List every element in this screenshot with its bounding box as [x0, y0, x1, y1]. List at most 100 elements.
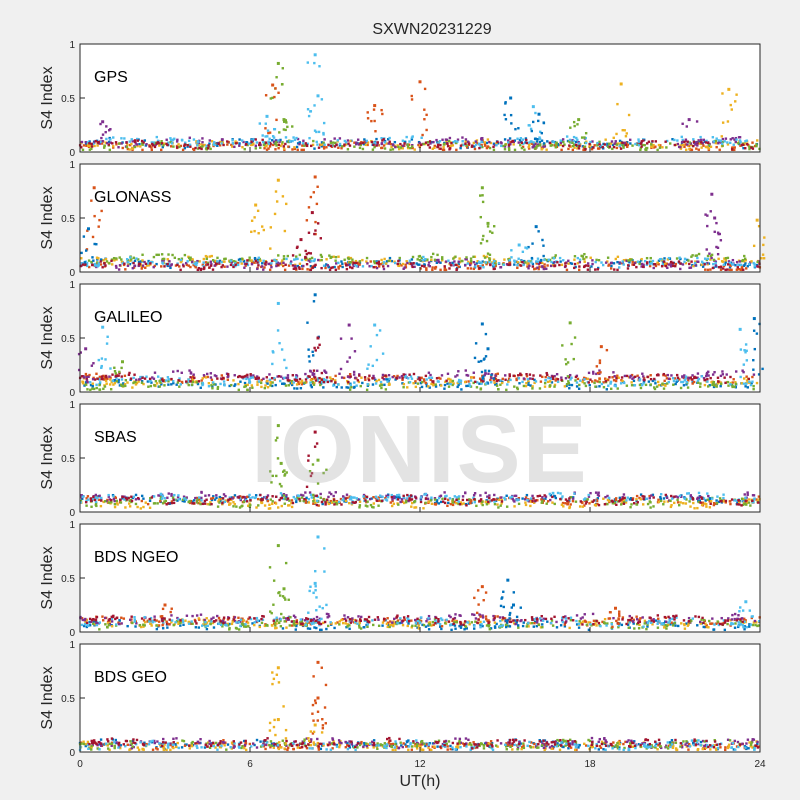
data-points [77, 293, 764, 392]
data-point [485, 503, 489, 506]
data-point [623, 141, 626, 145]
data-point [650, 494, 653, 497]
data-point [437, 142, 440, 145]
data-point [100, 499, 103, 502]
data-point [571, 499, 575, 503]
data-point [555, 377, 558, 381]
data-point [503, 617, 507, 620]
data-point [362, 143, 366, 146]
data-point [411, 143, 414, 147]
data-point [595, 365, 599, 368]
data-point [237, 375, 240, 379]
data-point [212, 495, 215, 498]
data-point [487, 145, 490, 149]
data-point [195, 142, 199, 146]
data-point [160, 148, 163, 152]
data-point [472, 141, 476, 145]
data-point [267, 142, 271, 145]
data-point [474, 342, 478, 345]
data-point [456, 138, 460, 141]
data-point [582, 148, 585, 152]
data-point [158, 385, 161, 388]
data-point [390, 495, 393, 499]
data-point [80, 146, 83, 149]
data-point [611, 147, 614, 151]
data-point [686, 386, 690, 389]
data-point [285, 366, 288, 370]
data-point [743, 257, 747, 260]
data-point [408, 373, 411, 376]
data-point [687, 259, 690, 262]
data-point [293, 138, 297, 142]
data-point [729, 263, 732, 267]
data-point [643, 378, 646, 382]
data-point [195, 496, 199, 500]
data-point [123, 498, 126, 501]
data-point [684, 378, 687, 381]
data-point [375, 379, 378, 383]
data-point [538, 137, 542, 141]
data-point [464, 142, 467, 145]
data-point [333, 503, 336, 506]
data-point [554, 496, 558, 500]
data-point [315, 626, 318, 630]
data-point [458, 257, 461, 260]
data-point [577, 118, 581, 122]
data-point [734, 381, 737, 384]
data-point [367, 363, 370, 366]
data-point [254, 138, 257, 141]
data-point [353, 145, 356, 148]
data-point [438, 140, 442, 143]
data-point [279, 375, 283, 378]
data-point [640, 262, 644, 266]
data-point [556, 261, 559, 264]
data-point [400, 498, 404, 501]
data-point [591, 262, 594, 266]
data-point [255, 375, 259, 378]
data-point [284, 128, 287, 132]
data-point [274, 142, 277, 145]
data-point [578, 144, 581, 148]
data-point [150, 146, 153, 149]
data-point [134, 493, 138, 497]
data-point [344, 262, 347, 265]
data-point [242, 259, 246, 263]
data-point [317, 504, 320, 507]
data-point [508, 263, 512, 266]
data-point [691, 263, 694, 267]
axes-background [80, 404, 760, 512]
data-point [489, 500, 492, 503]
data-point [401, 500, 404, 503]
data-point [652, 266, 655, 270]
data-point [455, 148, 458, 152]
data-point [346, 360, 349, 363]
data-point [435, 138, 438, 142]
data-point [170, 494, 173, 497]
data-point [621, 141, 624, 144]
data-point [666, 266, 669, 270]
data-point [461, 259, 464, 263]
data-point [638, 261, 641, 264]
data-point [551, 264, 555, 267]
data-point [145, 375, 148, 378]
data-point [163, 500, 166, 503]
data-point [524, 501, 527, 504]
data-point [177, 494, 180, 497]
data-point [97, 262, 100, 265]
data-point [92, 186, 96, 190]
data-point [324, 370, 327, 374]
data-point [290, 505, 294, 509]
data-point [140, 381, 144, 384]
data-point [651, 145, 654, 148]
data-point [606, 142, 609, 146]
data-point [97, 225, 100, 228]
data-point [578, 142, 581, 145]
data-point [409, 262, 413, 265]
data-point [325, 263, 328, 266]
data-point [130, 495, 133, 498]
data-point [738, 268, 741, 271]
data-point [663, 500, 666, 503]
data-point [189, 380, 192, 383]
data-point [576, 147, 579, 150]
data-point [477, 265, 480, 268]
